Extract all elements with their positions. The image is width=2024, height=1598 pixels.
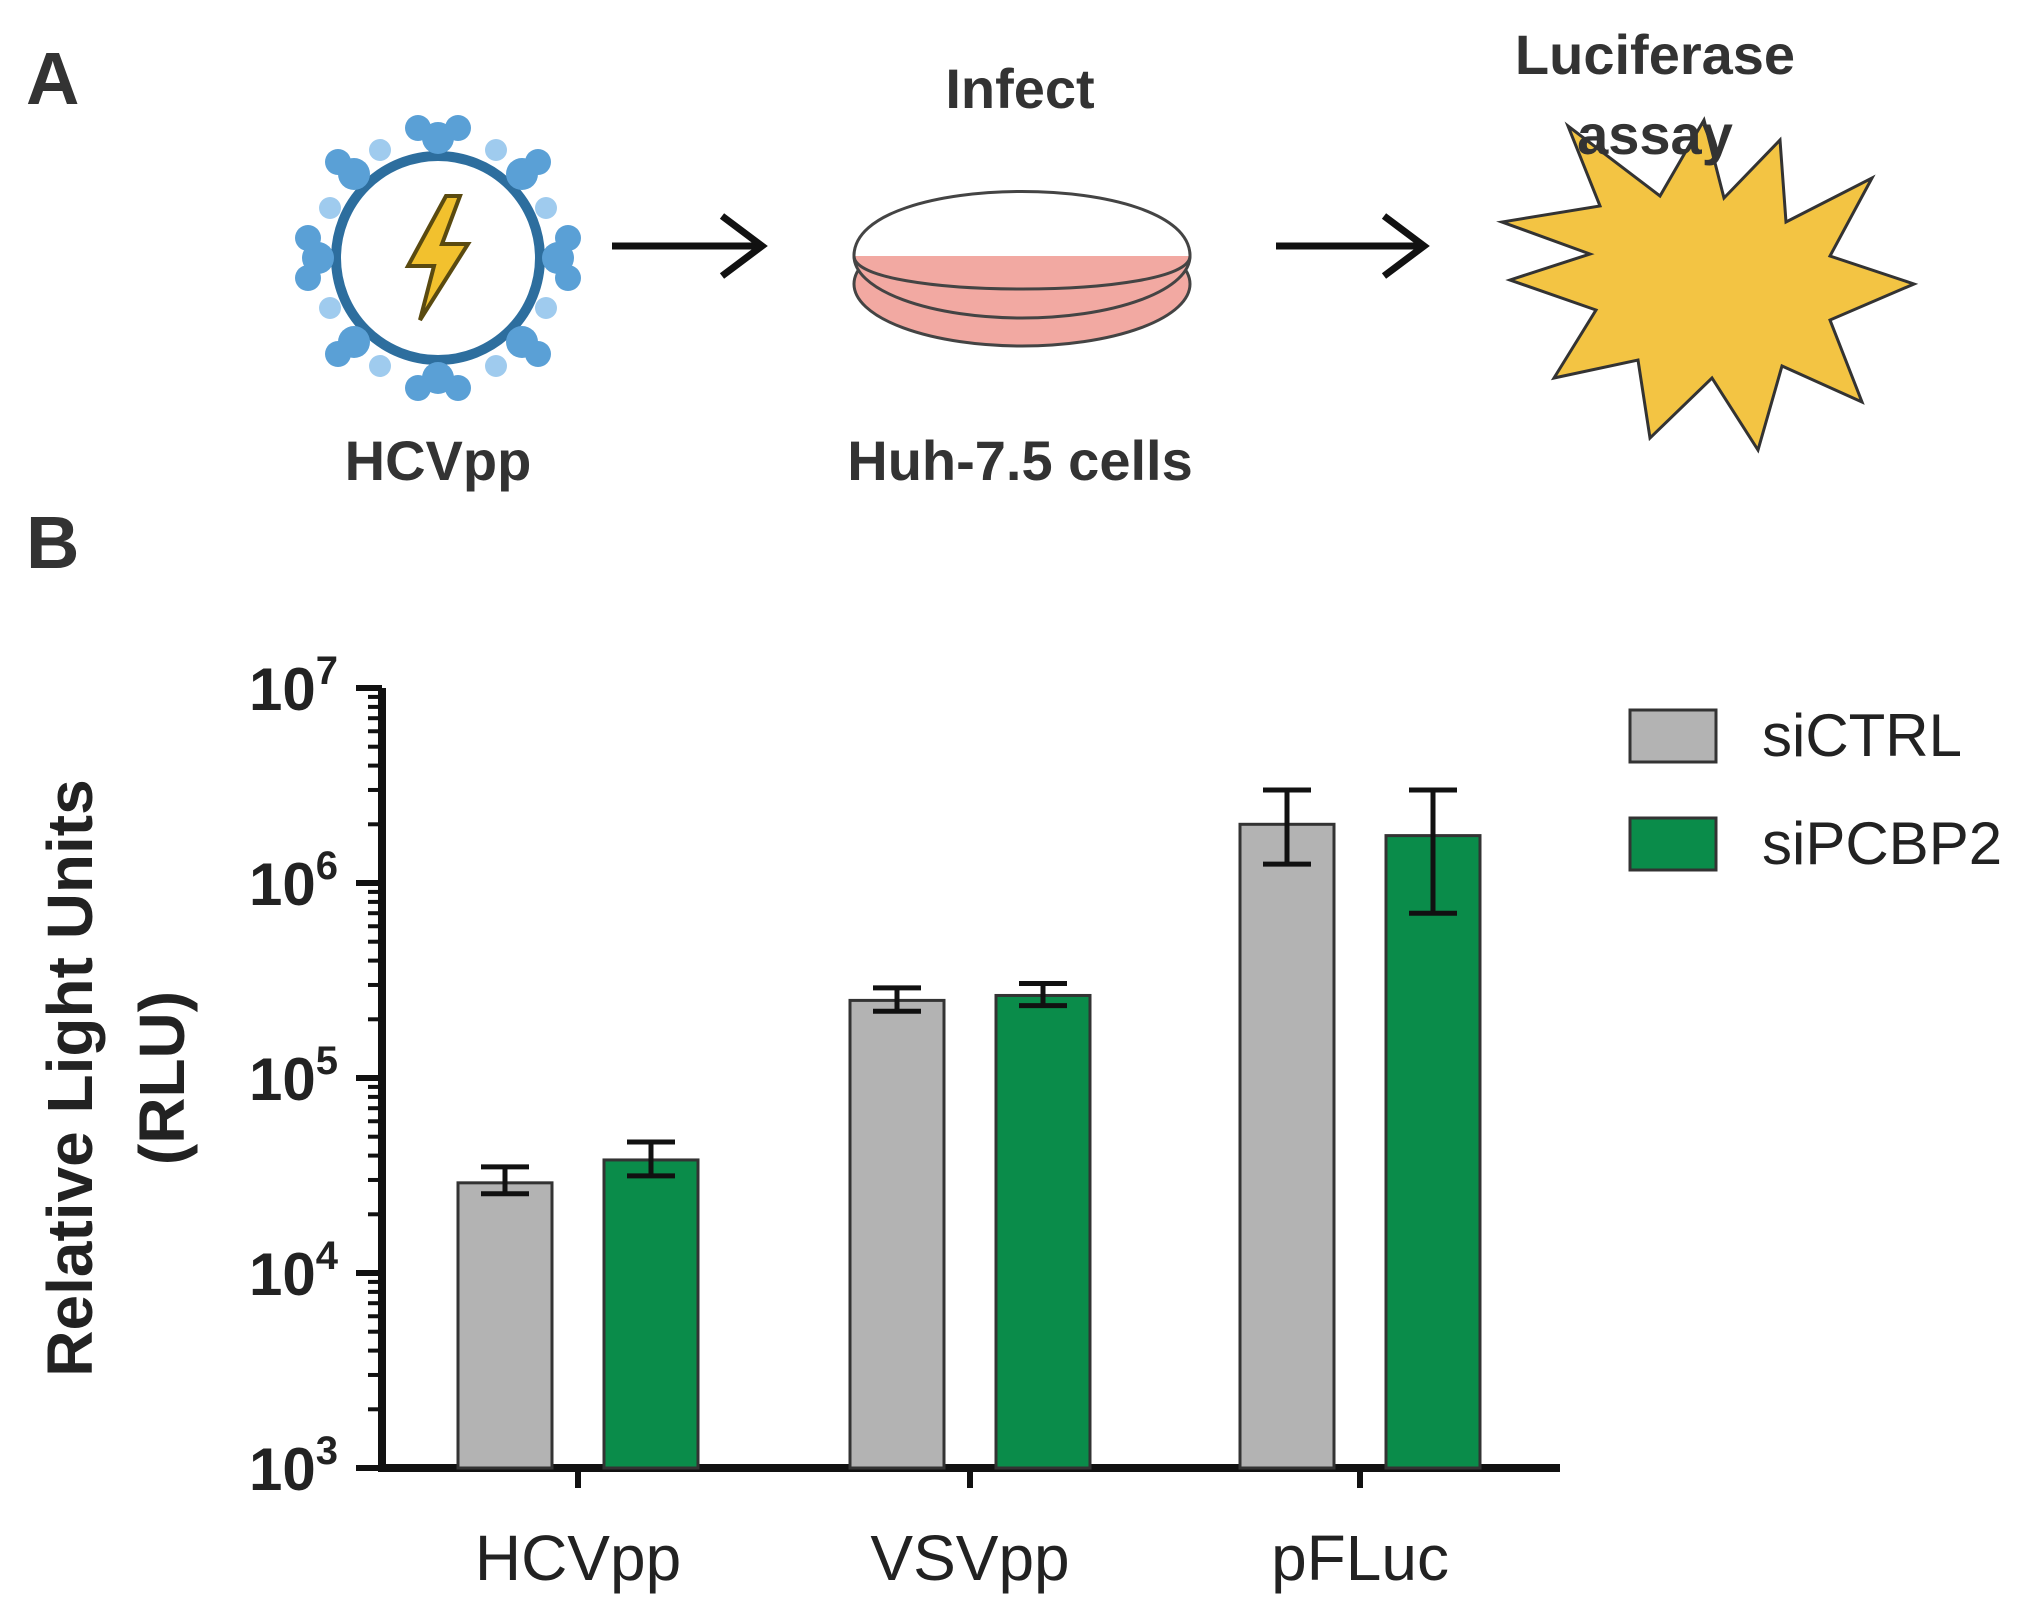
virus-icon	[295, 115, 581, 401]
panel-b-label: B	[26, 501, 80, 584]
bar-sipcbp2	[994, 993, 1092, 1470]
legend-label: siCTRL	[1762, 702, 1962, 769]
y-tick-label: 105	[249, 1039, 338, 1113]
legend-swatch	[1628, 816, 1718, 872]
y-axis-label: Relative Light Units	[34, 779, 106, 1376]
assay-label-line1: Luciferase	[1514, 23, 1796, 86]
y-tick-label: 104	[249, 1234, 339, 1308]
legend-swatch	[1628, 708, 1718, 764]
bar-sictrl	[456, 1181, 554, 1470]
cells-label: Huh-7.5 cells	[847, 429, 1193, 492]
x-tick-label: pFLuc	[1271, 1522, 1449, 1594]
y-tick-label: 107	[249, 649, 338, 723]
x-tick-label: HCVpp	[475, 1522, 681, 1594]
bar-sipcbp2	[602, 1158, 700, 1470]
virus-label: HCVpp	[344, 429, 532, 492]
legend-label: siPCBP2	[1762, 810, 2002, 877]
y-tick-label: 103	[249, 1429, 338, 1503]
y-tick-label: 106	[249, 844, 338, 918]
x-tick-label: VSVpp	[870, 1522, 1069, 1594]
arrow-icon	[612, 213, 768, 279]
bar-sictrl	[1238, 822, 1336, 1470]
petri-dish-icon	[852, 190, 1192, 348]
schematic-graphics	[295, 115, 1919, 454]
assay-label-line2: assay	[1577, 103, 1733, 166]
panel-a-label: A	[26, 37, 80, 120]
y-axis-label-unit: (RLU)	[126, 991, 198, 1165]
bar-sipcbp2	[1384, 834, 1482, 1470]
infect-label: Infect	[945, 57, 1095, 120]
luminescence-burst-icon	[1496, 116, 1919, 454]
bar-sictrl	[848, 998, 946, 1470]
arrow-icon	[1276, 213, 1430, 279]
